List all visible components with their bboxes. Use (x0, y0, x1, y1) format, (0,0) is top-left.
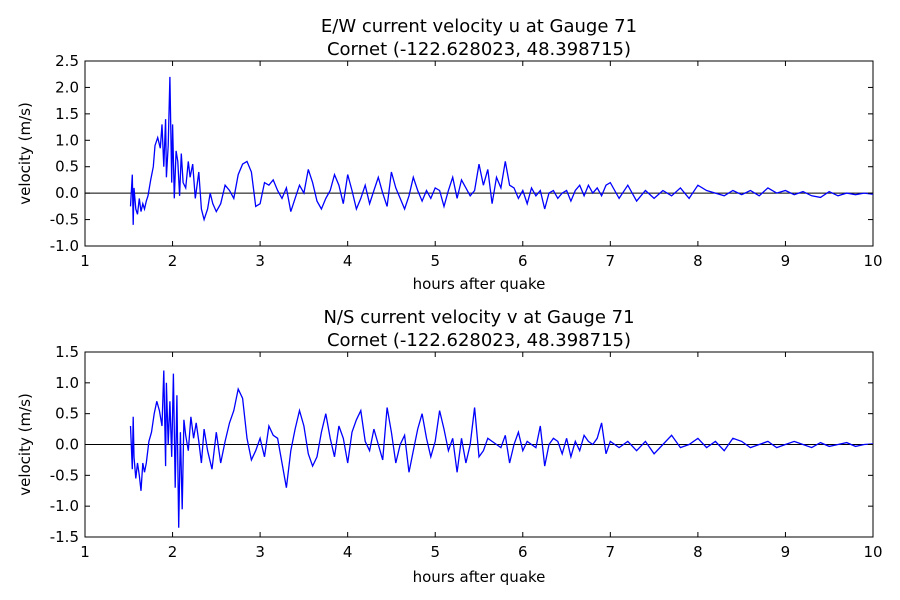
y-axis-ticks: 2.5 2.0 1.5 1.0 0.5 0.0 -0.5 -1.0 (50, 52, 873, 255)
x-tick-label: 1 (80, 252, 90, 270)
chart-title: N/S current velocity v at Gauge 71 (323, 307, 634, 328)
y-tick-label: 0.0 (55, 436, 79, 454)
x-tick-label: 8 (693, 252, 703, 270)
chart-subtitle: Cornet (-122.628023, 48.398715) (327, 39, 631, 60)
x-axis-label: hours after quake (413, 568, 546, 586)
x-axis-ticks: 1 2 3 4 5 6 7 8 9 10 (80, 352, 883, 561)
x-tick-label: 6 (518, 543, 528, 561)
y-tick-label: -0.5 (50, 466, 79, 484)
x-tick-label: 2 (168, 252, 178, 270)
x-tick-label: 8 (693, 543, 703, 561)
chart-panel-ns: N/S current velocity v at Gauge 71 Corne… (16, 307, 883, 586)
plot-frame (84, 60, 874, 247)
y-tick-label: 0.5 (55, 158, 79, 176)
x-tick-label: 9 (781, 543, 791, 561)
series-line (129, 76, 874, 225)
x-tick-label: 4 (343, 543, 353, 561)
y-axis-ticks: 1.5 1.0 0.5 0.0 -0.5 -1.0 -1.5 (50, 343, 873, 546)
y-tick-label: -1.0 (50, 237, 79, 255)
x-tick-label: 5 (430, 543, 440, 561)
x-tick-label: 7 (606, 252, 616, 270)
y-tick-label: 1.5 (55, 105, 79, 123)
y-tick-label: 0.5 (55, 405, 79, 423)
y-axis-label: velocity (m/s) (16, 102, 34, 205)
x-tick-label: 3 (255, 252, 265, 270)
y-tick-label: 0.0 (55, 184, 79, 202)
x-axis-label: hours after quake (413, 275, 546, 293)
y-tick-label: 2.0 (55, 78, 79, 96)
y-tick-label: -1.5 (50, 528, 79, 546)
x-axis-ticks: 1 2 3 4 5 6 7 8 9 10 (80, 61, 883, 270)
y-tick-label: 1.0 (55, 374, 79, 392)
chart-panel-ew: E/W current velocity u at Gauge 71 Corne… (16, 16, 883, 293)
y-tick-label: 1.0 (55, 131, 79, 149)
chart-title: E/W current velocity u at Gauge 71 (321, 16, 637, 37)
y-tick-label: -1.0 (50, 497, 79, 515)
chart-subtitle: Cornet (-122.628023, 48.398715) (327, 330, 631, 351)
x-tick-label: 2 (168, 543, 178, 561)
x-tick-label: 10 (863, 252, 882, 270)
x-tick-label: 9 (781, 252, 791, 270)
y-tick-label: 1.5 (55, 343, 79, 361)
x-tick-label: 4 (343, 252, 353, 270)
x-tick-label: 5 (430, 252, 440, 270)
x-tick-label: 7 (606, 543, 616, 561)
x-tick-label: 10 (863, 543, 882, 561)
x-tick-label: 1 (80, 543, 90, 561)
y-axis-label: velocity (m/s) (16, 393, 34, 496)
x-tick-label: 3 (255, 543, 265, 561)
x-tick-label: 6 (518, 252, 528, 270)
series-line (129, 370, 874, 528)
y-tick-label: -0.5 (50, 211, 79, 229)
y-tick-label: 2.5 (55, 52, 79, 70)
